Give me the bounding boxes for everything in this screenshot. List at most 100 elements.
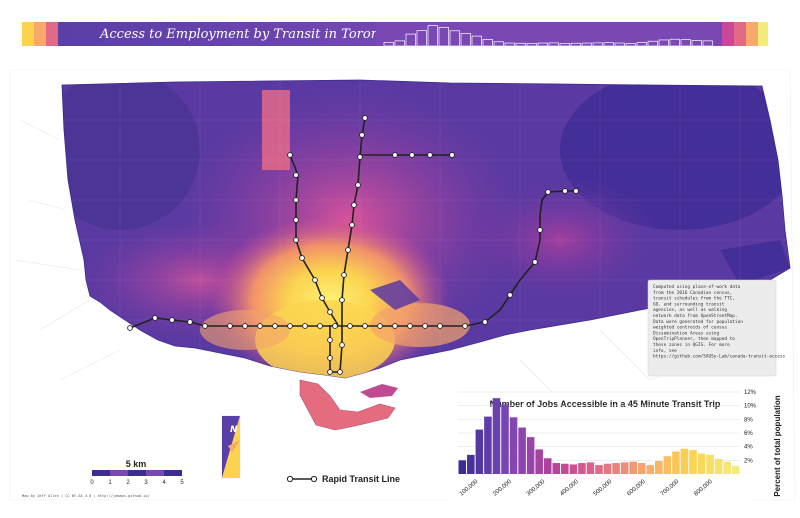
transit-station (545, 189, 551, 195)
chart-bar (595, 465, 603, 474)
chart-bar (526, 437, 535, 474)
title-histogram-bar (471, 35, 482, 47)
transit-station (327, 369, 333, 375)
transit-station (287, 323, 293, 329)
transit-station (257, 323, 263, 329)
scale-tick-label: 2 (126, 480, 130, 486)
transit-station (359, 132, 365, 138)
transit-station (202, 323, 208, 329)
chart-bar (543, 458, 552, 474)
title-histogram-bar (515, 42, 526, 47)
chart-y-tick-label: 10% (744, 404, 757, 410)
transit-station (462, 323, 468, 329)
chart-y-tick-label: 12% (744, 390, 757, 396)
histogram-chart: Number of Jobs Accessible in a 45 Minute… (450, 390, 782, 502)
yonge-line-north (339, 117, 366, 373)
title-swatch (746, 22, 758, 46)
scale-ticks: 0 1 2 3 4 5 (90, 480, 184, 486)
info-box: Computed using place-of-work data from th… (647, 279, 786, 377)
transit-station (327, 355, 333, 361)
chart-bar (501, 404, 509, 474)
title-histogram-bar (658, 39, 669, 47)
legend-transit-label: Rapid Transit Line (322, 474, 400, 484)
title-histogram-bar (570, 42, 581, 47)
chart-bar (723, 461, 731, 474)
transit-station (293, 172, 299, 178)
transit-station (319, 295, 325, 301)
scale-tick-label: 5 (180, 480, 184, 486)
map-credit: Map by Jeff Allen | CC BY-SA 4.0 | http:… (22, 494, 150, 498)
title-histogram-bar (559, 43, 570, 47)
title-histogram-bar (449, 30, 460, 47)
svg-text:N: N (230, 425, 238, 435)
chart-bar (578, 463, 586, 474)
transit-station (127, 325, 133, 331)
transit-station (362, 323, 368, 329)
chart-bar (646, 465, 655, 474)
transit-station (409, 152, 415, 158)
transit-station (437, 323, 443, 329)
chart-bar (561, 463, 569, 474)
transit-station (332, 323, 338, 329)
transit-station (339, 342, 345, 348)
chart-bar (484, 416, 492, 474)
scale-tick-label: 4 (162, 480, 166, 486)
title-swatch (722, 22, 734, 46)
chart-bar (535, 449, 543, 474)
transit-station (293, 197, 299, 203)
chart-bar (731, 465, 740, 474)
scale-label: 5 km (126, 459, 147, 469)
transit-station (507, 292, 513, 298)
title-histogram-bar (581, 42, 592, 47)
transit-station (573, 188, 579, 194)
scale-tick-label: 3 (144, 480, 148, 486)
transit-station (287, 152, 293, 158)
chart-bar (706, 454, 714, 474)
chart-bar (509, 417, 518, 474)
transit-station (187, 319, 193, 325)
chart-y-label: Percent of total population (773, 395, 782, 496)
title-histogram-bar (614, 42, 625, 47)
transit-station (327, 337, 333, 343)
chart-bar (637, 463, 646, 474)
transit-station (347, 323, 353, 329)
transit-station (299, 255, 305, 261)
transit-station (312, 277, 318, 283)
transit-station (427, 152, 433, 158)
title-histogram-bar (691, 40, 702, 47)
transit-station (362, 115, 368, 121)
transit-station (357, 154, 363, 160)
title-histogram-bar (680, 39, 691, 47)
transit-station (449, 152, 455, 158)
chart-bar (612, 463, 620, 474)
chart-bar (689, 450, 697, 474)
transit-station (317, 323, 323, 329)
title-histogram (383, 25, 713, 47)
chart-y-tick-label: 4% (744, 445, 753, 451)
transit-station (392, 152, 398, 158)
transit-station (302, 323, 308, 329)
chart-bar (569, 464, 578, 474)
transit-station (337, 369, 343, 375)
title-swatch (758, 22, 768, 46)
chart-bar (680, 448, 689, 474)
title-histogram-bar (636, 42, 647, 47)
title-histogram-bar (405, 33, 416, 47)
scale-tick-label: 1 (108, 480, 112, 486)
title-histogram-bar (460, 33, 471, 47)
chart-bar (697, 453, 706, 474)
title-histogram-bar (526, 43, 537, 47)
transit-station (407, 323, 413, 329)
transit-station (355, 182, 361, 188)
north-arrow-icon: N (221, 415, 241, 479)
scale-tick-label: 0 (90, 480, 94, 486)
chart-bar (458, 460, 467, 474)
title-histogram-bar (383, 41, 394, 47)
title-histogram-bar (592, 42, 603, 47)
transit-stations (127, 115, 579, 375)
toronto-choropleth (61, 79, 791, 379)
chart-title: Number of Jobs Accessible in a 45 Minute… (490, 399, 721, 409)
transit-station (242, 323, 248, 329)
transit-station (537, 227, 543, 233)
